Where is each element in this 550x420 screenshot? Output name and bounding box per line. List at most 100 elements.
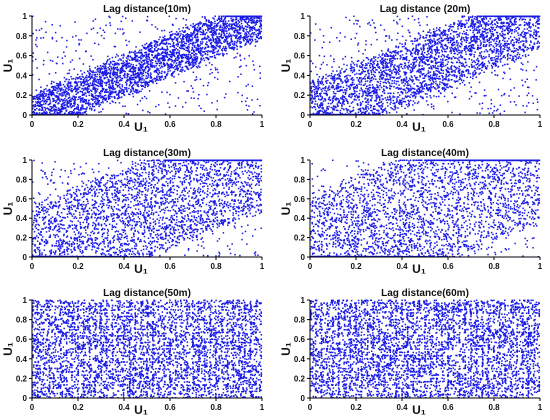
data-point (212, 17, 214, 19)
data-point (196, 45, 199, 47)
data-point (118, 97, 121, 99)
data-point (160, 42, 162, 44)
data-point (50, 110, 52, 112)
data-point (137, 76, 140, 78)
data-point (69, 110, 71, 113)
data-point (158, 62, 161, 65)
data-point (89, 68, 91, 70)
data-point (67, 102, 69, 105)
data-point (198, 29, 200, 32)
data-point (109, 97, 111, 100)
data-point (120, 79, 123, 82)
data-point (76, 106, 78, 108)
data-point (99, 65, 102, 67)
data-point (390, 85, 393, 88)
data-point (355, 99, 357, 101)
data-point (102, 74, 105, 77)
data-point (77, 111, 79, 113)
data-point (161, 52, 164, 54)
data-point (174, 105, 177, 107)
data-point (196, 66, 199, 69)
data-point (207, 58, 210, 61)
data-point (108, 80, 111, 83)
data-point (92, 70, 94, 72)
data-point (158, 59, 160, 61)
data-point (250, 17, 252, 19)
data-point (446, 47, 448, 50)
data-point (174, 60, 176, 63)
data-point (109, 86, 111, 88)
data-point (239, 38, 241, 41)
data-point (231, 24, 234, 26)
data-point (450, 46, 453, 49)
data-point (364, 83, 366, 85)
data-point (105, 74, 107, 76)
data-point (40, 106, 43, 108)
data-point (436, 83, 439, 86)
data-point (138, 73, 141, 76)
data-point (90, 90, 93, 92)
data-point (52, 97, 54, 100)
data-point (320, 63, 323, 66)
data-point (247, 83, 249, 86)
data-point (87, 88, 89, 91)
data-point (129, 56, 132, 58)
data-point (442, 79, 444, 82)
data-point (230, 25, 233, 28)
data-point (112, 60, 114, 63)
data-point (243, 16, 245, 19)
data-point (124, 86, 126, 89)
data-point (143, 55, 146, 57)
data-point (215, 33, 217, 36)
data-point (221, 52, 224, 55)
data-point (244, 35, 247, 37)
data-point (210, 31, 213, 34)
data-point (190, 55, 193, 57)
data-point (187, 90, 190, 92)
data-point (46, 98, 48, 101)
data-point (213, 56, 216, 59)
data-point (185, 53, 188, 56)
data-point (111, 90, 113, 93)
data-point (94, 92, 96, 94)
data-point (430, 48, 433, 51)
data-point (359, 81, 361, 84)
data-point (48, 96, 51, 99)
data-point (57, 102, 60, 104)
data-point (260, 36, 263, 38)
data-point (157, 68, 160, 70)
data-point (413, 19, 416, 21)
data-point (195, 55, 197, 58)
data-point (230, 15, 232, 18)
data-point (249, 30, 251, 32)
data-point (106, 69, 108, 72)
scatter-panel-2: Lag distance (20m)0 0.2 0.4 0.6 0.8 100.20.40… (279, 4, 543, 134)
data-point (214, 69, 217, 71)
data-point (192, 44, 194, 46)
data-point (77, 91, 80, 94)
data-point (189, 54, 192, 56)
data-point (391, 63, 394, 66)
data-point (95, 98, 97, 100)
data-point (49, 89, 51, 91)
data-point (74, 78, 77, 80)
data-point (407, 102, 410, 105)
data-point (79, 76, 81, 78)
data-point (112, 73, 114, 75)
data-point (209, 24, 212, 27)
data-point (193, 45, 196, 47)
data-point (458, 22, 461, 25)
data-point (385, 53, 388, 55)
data-point (364, 91, 367, 94)
data-point (250, 33, 253, 35)
data-point (411, 49, 414, 52)
data-point (450, 67, 452, 69)
data-point (160, 41, 163, 43)
data-point (201, 55, 203, 57)
data-point (138, 51, 141, 54)
data-point (91, 103, 94, 106)
data-point (251, 85, 254, 87)
data-point (457, 47, 459, 49)
data-point (58, 84, 60, 87)
data-point (139, 100, 142, 102)
